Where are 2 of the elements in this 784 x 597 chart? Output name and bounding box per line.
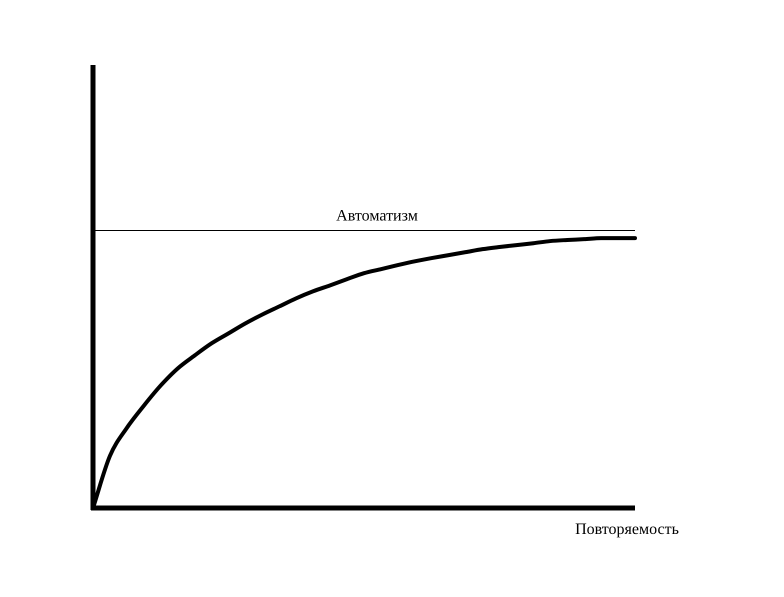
x-axis-title: Повторяемость — [575, 521, 679, 538]
ref-line-label: Автоматизм — [336, 208, 418, 225]
